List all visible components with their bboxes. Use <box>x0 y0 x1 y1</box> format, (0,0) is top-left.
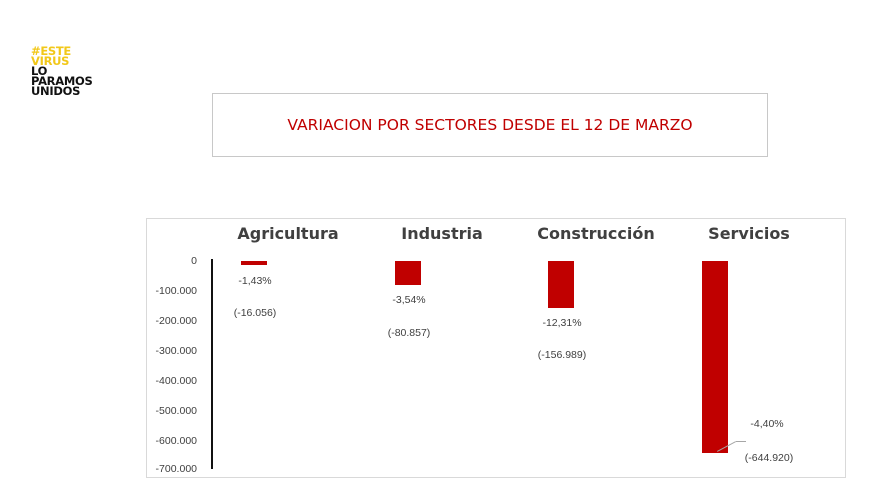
logo-line-2: VIRUS <box>31 54 70 68</box>
label-abs-agricultura: (-16.056) <box>233 307 277 319</box>
bar-construccion <box>548 261 574 308</box>
label-abs-construccion: (-156.989) <box>537 349 587 361</box>
label-abs-industria: (-80.857) <box>387 327 431 339</box>
logo-line-4: PARAMOS <box>31 74 93 88</box>
logo-line-3: LO <box>31 64 48 78</box>
y-tick: -700.000 <box>155 463 197 475</box>
label-pct-industria: -3,54% <box>392 294 426 306</box>
category-construccion: Construcción <box>537 224 655 243</box>
y-tick: -100.000 <box>155 285 197 297</box>
label-pct-agricultura: -1,43% <box>238 275 272 287</box>
y-tick: -400.000 <box>155 375 197 387</box>
campaign-logo: #ESTE VIRUS LO PARAMOS UNIDOS <box>31 44 93 98</box>
category-servicios: Servicios <box>708 224 790 243</box>
y-axis-line <box>211 259 213 469</box>
bar-servicios <box>702 261 728 453</box>
y-tick: 0 <box>191 255 197 267</box>
title-box: VARIACION POR SECTORES DESDE EL 12 DE MA… <box>212 93 768 157</box>
logo-line-5: UNIDOS <box>31 84 81 98</box>
page-title: VARIACION POR SECTORES DESDE EL 12 DE MA… <box>287 116 693 134</box>
logo-line-1: #ESTE <box>31 44 71 58</box>
y-tick: -500.000 <box>155 405 197 417</box>
bar-industria <box>395 261 421 285</box>
category-agricultura: Agricultura <box>237 224 339 243</box>
label-pct-servicios: -4,40% <box>750 418 784 430</box>
y-tick: -200.000 <box>155 315 197 327</box>
leader-line-servicios-tail <box>736 441 746 442</box>
y-tick: -300.000 <box>155 345 197 357</box>
y-tick: -600.000 <box>155 435 197 447</box>
bar-agricultura <box>241 261 267 265</box>
label-abs-servicios: (-644.920) <box>744 452 794 464</box>
label-pct-construccion: -12,31% <box>542 317 582 329</box>
category-industria: Industria <box>401 224 483 243</box>
bar-chart: Agricultura Industria Construcción Servi… <box>146 218 846 478</box>
